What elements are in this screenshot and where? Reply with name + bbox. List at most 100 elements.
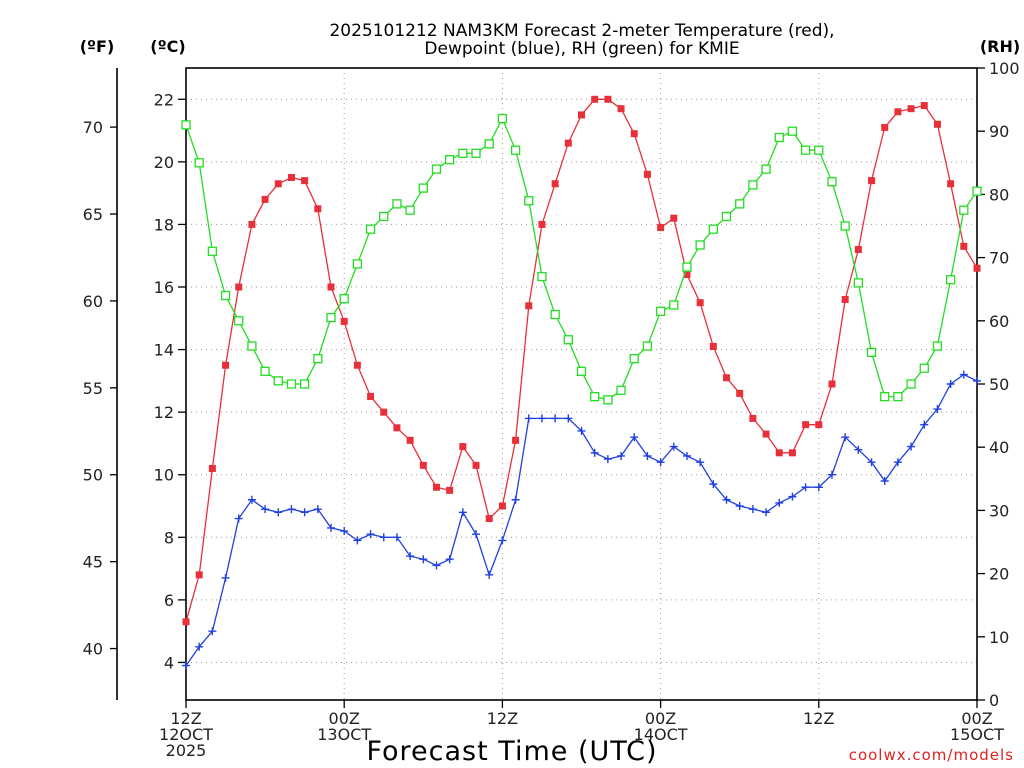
dewpoint-point <box>682 451 691 460</box>
celsius-axis-unit: (ºC) <box>150 37 185 56</box>
time-tick-label: 00Z <box>645 709 676 728</box>
source-credit: coolwx.com/models <box>849 746 1014 764</box>
relative-humidity-point <box>695 240 705 250</box>
relative-humidity-point <box>590 391 600 402</box>
relative-humidity-point <box>814 145 824 155</box>
relative-humidity-point <box>550 309 560 320</box>
rh-tick-label: 80 <box>989 185 1009 204</box>
fahrenheit-tick-label: 60 <box>83 292 103 311</box>
relative-humidity-point <box>866 347 877 358</box>
2-meter-temperature-point <box>274 180 282 188</box>
dewpoint-point <box>907 442 916 451</box>
relative-humidity-series <box>181 113 982 405</box>
dewpoint-point <box>287 505 296 514</box>
dewpoint-point <box>577 426 586 435</box>
dewpoint-point <box>234 514 243 523</box>
relative-humidity-point <box>510 145 521 155</box>
dewpoint-point <box>208 627 217 636</box>
2-meter-temperature-point <box>353 361 361 369</box>
time-tick-label: 12OCT <box>159 725 213 744</box>
2-meter-temperature-point <box>314 205 322 213</box>
2-meter-temperature-point <box>538 220 546 228</box>
relative-humidity-point <box>708 224 718 234</box>
relative-humidity-point <box>893 391 903 402</box>
rh-tick-label: 10 <box>989 628 1009 647</box>
2-meter-temperature-point <box>380 408 388 416</box>
2-meter-temperature-point <box>736 389 744 397</box>
2-meter-temperature-point <box>367 393 375 401</box>
dewpoint-point <box>313 505 322 514</box>
time-tick-label: 2025 <box>166 741 207 760</box>
celsius-tick-label: 8 <box>164 528 174 547</box>
relative-humidity-point <box>880 391 890 402</box>
relative-humidity-point <box>721 211 732 222</box>
dewpoint-point <box>274 508 283 517</box>
time-tick-label: 00Z <box>961 709 992 728</box>
time-tick-label: 13OCT <box>317 725 371 744</box>
2-meter-temperature-point <box>907 105 915 113</box>
2-meter-temperature-point <box>670 214 678 222</box>
relative-humidity-point <box>418 183 428 193</box>
2-meter-temperature-point <box>498 502 506 510</box>
dewpoint-point <box>920 420 929 429</box>
2-meter-temperature-series <box>182 95 981 626</box>
2-meter-temperature-point <box>960 242 968 250</box>
dewpoint-point <box>959 370 968 379</box>
2-meter-temperature-point <box>287 174 295 182</box>
celsius-tick-label: 18 <box>154 215 174 234</box>
relative-humidity-point <box>603 395 613 405</box>
dewpoint-point <box>841 433 850 442</box>
relative-humidity-point <box>655 306 666 316</box>
relative-humidity-point <box>220 290 231 301</box>
relative-humidity-point <box>959 205 969 215</box>
2-meter-temperature-point <box>195 571 203 579</box>
2-meter-temperature-point <box>630 130 638 138</box>
2-meter-temperature-point <box>591 95 599 103</box>
relative-humidity-point <box>537 271 547 282</box>
relative-humidity-point <box>524 196 534 206</box>
relative-humidity-point <box>352 259 363 269</box>
rh-tick-label: 0 <box>989 691 999 710</box>
2-meter-temperature-point <box>683 270 691 278</box>
relative-humidity-point <box>642 341 653 351</box>
2-meter-temperature-point <box>881 123 889 131</box>
relative-humidity-point <box>616 385 626 395</box>
dewpoint-point <box>867 458 876 467</box>
grid-lines <box>186 68 977 700</box>
dewpoint-point <box>709 480 718 489</box>
relative-humidity-point <box>234 316 244 326</box>
relative-humidity-point <box>326 312 336 323</box>
relative-humidity-point <box>299 379 310 389</box>
fahrenheit-tick-label: 45 <box>83 553 103 572</box>
relative-humidity-point <box>576 366 587 377</box>
2-meter-temperature-point <box>459 443 467 451</box>
dewpoint-point <box>340 527 349 536</box>
relative-humidity-point <box>800 145 811 155</box>
dewpoint-point <box>946 380 955 388</box>
dewpoint-point <box>603 455 612 464</box>
2-meter-temperature-point <box>749 414 757 422</box>
dewpoint-point <box>564 414 573 423</box>
relative-humidity-point <box>445 154 455 165</box>
dewpoint-point <box>458 508 467 517</box>
dewpoint-point <box>432 561 441 570</box>
relative-humidity-point <box>906 379 916 389</box>
dewpoint-point <box>300 508 309 517</box>
dewpoint-point <box>590 448 599 457</box>
time-tick-label: 14OCT <box>634 725 688 744</box>
2-meter-temperature-point <box>419 461 427 469</box>
2-meter-temperature-point <box>933 120 941 128</box>
2-meter-temperature-point <box>815 421 823 429</box>
rh-tick-label: 50 <box>989 375 1009 394</box>
2-meter-temperature-point <box>788 449 796 457</box>
2-meter-temperature-point <box>828 380 836 388</box>
dewpoint-point <box>392 533 401 542</box>
2-meter-temperature-point <box>235 283 243 291</box>
2-meter-temperature-point <box>512 436 520 444</box>
celsius-axis-ticks: 4 6 8 10 12 14 16 18 20 22 <box>154 90 186 672</box>
relative-humidity-point <box>458 148 468 158</box>
chart-title-line-2: Dewpoint (blue), RH (green) for KMIE <box>424 39 739 59</box>
relative-humidity-point <box>945 275 956 285</box>
